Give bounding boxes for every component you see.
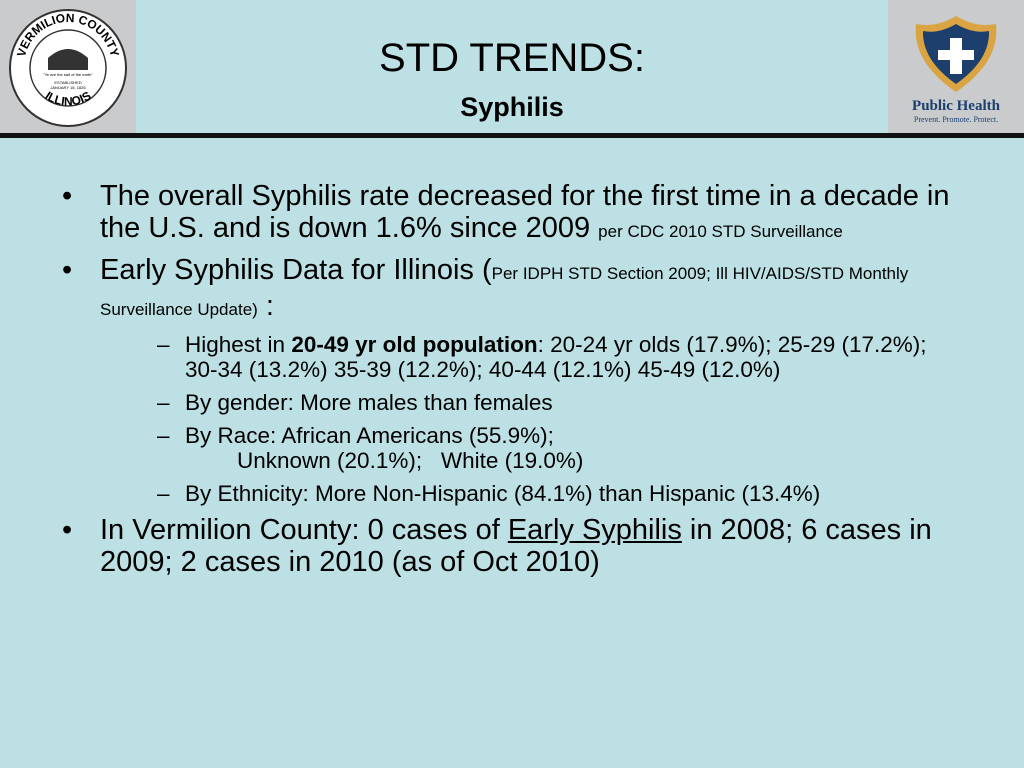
bullet-text: In Vermilion County: 0 cases of: [100, 514, 508, 546]
bullet-source: Per IDPH STD Section 2009; Ill HIV/AIDS/…: [100, 264, 909, 319]
sub-bullet: Highest in 20-49 yr old population: 20-2…: [100, 332, 960, 382]
slide-title: STD TRENDS:: [379, 36, 645, 80]
county-seal-panel: VERMILION COUNTY ILLINOIS "Ye are the sa…: [0, 0, 136, 133]
public-health-panel: Public Health Prevent. Promote. Protect.: [888, 0, 1024, 133]
bullet-underlined: Early Syphilis: [507, 514, 682, 546]
bullet-text: Early Syphilis Data for Illinois (: [100, 254, 492, 286]
seal-bottom-text: ILLINOIS: [43, 88, 94, 108]
seal-motto: "Ye are the salt of the earth": [43, 72, 93, 77]
bullet: The overall Syphilis rate decreased for …: [60, 180, 960, 248]
sub-bullet: By Ethnicity: More Non-Hispanic (84.1%) …: [100, 481, 960, 506]
bullet-list: The overall Syphilis rate decreased for …: [60, 180, 960, 584]
sub-bullet: By Race: African Americans (55.9%);Unkno…: [100, 423, 960, 473]
sub-bullet-text: By gender: More males than females: [185, 390, 553, 415]
sub-bullet-text: Highest in: [185, 332, 292, 357]
sub-bullet-text: : 20-24 yr olds (17.9%); 25-29 (17.2%); …: [185, 332, 927, 382]
bullet-text: The overall Syphilis rate decreased for …: [100, 180, 950, 244]
bullet-text: :: [265, 290, 274, 322]
sub-bullet-text: Unknown (20.1%); White (19.0%): [237, 448, 584, 473]
public-health-tagline: Prevent. Promote. Protect.: [914, 115, 998, 124]
county-seal: VERMILION COUNTY ILLINOIS "Ye are the sa…: [9, 9, 127, 127]
bullet-source: per CDC 2010 STD Surveillance: [598, 222, 843, 241]
sub-bullet-bold: 20-49 yr old population: [291, 332, 538, 357]
sub-bullet-text: By Race: African Americans (55.9%);: [185, 423, 554, 448]
public-health-name: Public Health: [912, 98, 1001, 114]
bullet-text: in 2008; 6 cases in 2009; 2 cases in 201…: [100, 514, 932, 578]
bullet: In Vermilion County: 0 cases of Early Sy…: [60, 514, 960, 578]
sub-bullet: By gender: More males than females: [100, 390, 960, 415]
public-health-logo: Public Health Prevent. Promote. Protect.: [912, 16, 1001, 124]
header-rule: [0, 133, 1024, 138]
bullet: Early Syphilis Data for Illinois (Per ID…: [60, 254, 960, 506]
seal-established: ESTABLISHED: [54, 80, 81, 85]
slide-subtitle: Syphilis: [460, 92, 564, 122]
sub-bullet-text: By Ethnicity: More Non-Hispanic (84.1%) …: [185, 481, 821, 506]
seal-date: JANUARY 18, 1826: [50, 85, 86, 90]
